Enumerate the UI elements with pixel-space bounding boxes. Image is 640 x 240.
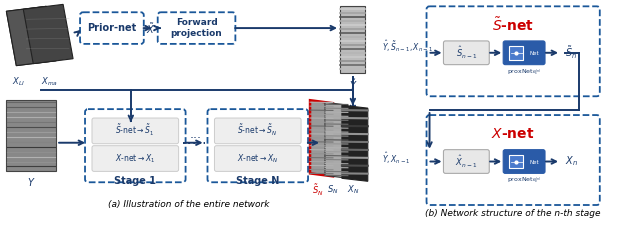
Text: $X_N$: $X_N$ — [347, 183, 359, 196]
Text: $\tilde{S}$-net: $\tilde{S}$-net — [492, 16, 534, 34]
Text: $\hat{S}_{n-1}$: $\hat{S}_{n-1}$ — [456, 45, 477, 61]
FancyBboxPatch shape — [444, 41, 489, 65]
Text: $X$-net: $X$-net — [492, 127, 535, 141]
Text: (b) Network structure of the n-th stage: (b) Network structure of the n-th stage — [426, 210, 601, 218]
FancyBboxPatch shape — [509, 155, 523, 168]
Text: Net: Net — [529, 160, 539, 165]
FancyBboxPatch shape — [207, 109, 308, 182]
Text: $X_{ma}$: $X_{ma}$ — [41, 76, 58, 88]
Polygon shape — [340, 6, 365, 72]
FancyBboxPatch shape — [509, 46, 523, 60]
FancyBboxPatch shape — [503, 150, 545, 173]
Text: Stage N: Stage N — [236, 176, 279, 186]
FancyBboxPatch shape — [214, 118, 301, 144]
Text: Forward
projection: Forward projection — [171, 18, 223, 38]
Text: $X_{LI}$: $X_{LI}$ — [12, 76, 25, 88]
Text: Stage 1: Stage 1 — [114, 176, 156, 186]
Text: $\tilde{X}$: $\tilde{X}$ — [146, 21, 156, 36]
Text: $\hat{Y},\tilde{S}_{n-1},X_{n-1}$: $\hat{Y},\tilde{S}_{n-1},X_{n-1}$ — [381, 38, 433, 54]
Polygon shape — [342, 105, 368, 181]
Text: ···: ··· — [189, 132, 202, 145]
FancyBboxPatch shape — [92, 146, 179, 171]
FancyBboxPatch shape — [92, 118, 179, 144]
Text: $\tilde{S}_n$: $\tilde{S}_n$ — [565, 44, 577, 61]
FancyBboxPatch shape — [426, 115, 600, 205]
Text: $\hat{Y},X_{n-1}$: $\hat{Y},X_{n-1}$ — [381, 150, 410, 166]
Text: Net: Net — [529, 51, 539, 56]
Polygon shape — [6, 6, 56, 66]
Text: (a) Illustration of the entire network: (a) Illustration of the entire network — [108, 199, 269, 209]
Text: $Y$: $Y$ — [27, 176, 36, 188]
Text: $X$-net$\rightarrow X_1$: $X$-net$\rightarrow X_1$ — [115, 152, 155, 165]
Text: $S_N$: $S_N$ — [327, 183, 339, 196]
Polygon shape — [6, 100, 56, 171]
Text: $\mathrm{proxNet}_{\theta_s^{(n)}}$: $\mathrm{proxNet}_{\theta_s^{(n)}}$ — [507, 67, 541, 77]
Text: $\mathrm{proxNet}_{\theta_x^{(n)}}$: $\mathrm{proxNet}_{\theta_x^{(n)}}$ — [507, 175, 541, 185]
Text: $\tilde{S}$-net$\rightarrow\tilde{S}_N$: $\tilde{S}$-net$\rightarrow\tilde{S}_N$ — [237, 123, 277, 138]
Polygon shape — [325, 102, 348, 178]
FancyBboxPatch shape — [85, 109, 186, 182]
Polygon shape — [310, 100, 333, 176]
FancyBboxPatch shape — [444, 150, 489, 173]
Text: Prior-net: Prior-net — [87, 23, 136, 33]
Text: $X$-net$\rightarrow X_N$: $X$-net$\rightarrow X_N$ — [237, 152, 278, 165]
FancyBboxPatch shape — [80, 12, 144, 44]
FancyBboxPatch shape — [426, 6, 600, 96]
Text: $\hat{X}_{n-1}$: $\hat{X}_{n-1}$ — [455, 154, 477, 169]
Polygon shape — [23, 4, 73, 64]
FancyBboxPatch shape — [214, 146, 301, 171]
Text: $\tilde{S}_N$: $\tilde{S}_N$ — [312, 183, 324, 198]
Polygon shape — [6, 6, 56, 66]
Text: $\tilde{Y}$: $\tilde{Y}$ — [349, 78, 357, 92]
Text: $X_n$: $X_n$ — [565, 155, 578, 168]
FancyBboxPatch shape — [503, 41, 545, 65]
FancyBboxPatch shape — [157, 12, 236, 44]
Text: $\tilde{S}$-net$\rightarrow\tilde{S}_1$: $\tilde{S}$-net$\rightarrow\tilde{S}_1$ — [115, 123, 154, 138]
